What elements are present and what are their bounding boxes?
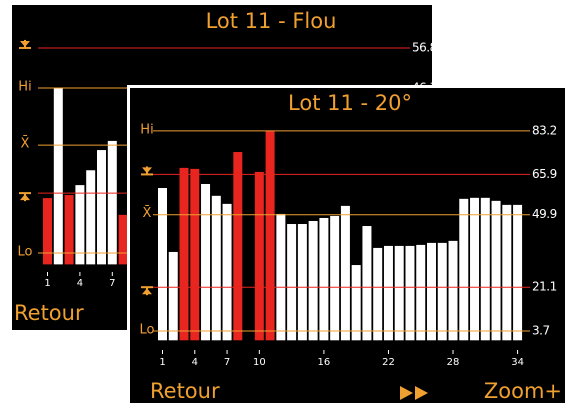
- soft-button[interactable]: Retour: [150, 379, 220, 403]
- bar: [437, 242, 447, 341]
- limit-label: Lo: [18, 244, 33, 259]
- bar: [373, 247, 383, 341]
- x-tick-label: 22: [382, 357, 395, 368]
- bar: [254, 171, 264, 341]
- x-tick-label: 1: [159, 357, 165, 368]
- limit-label: Lo: [140, 322, 155, 337]
- limit-value: 3.7: [532, 323, 550, 337]
- bar: [222, 203, 232, 341]
- bar: [405, 245, 415, 341]
- limit-label: X̄: [21, 136, 30, 151]
- bar: [53, 87, 63, 265]
- bar: [427, 242, 436, 341]
- bar: [394, 245, 404, 341]
- bar: [97, 150, 106, 265]
- bar: [107, 140, 117, 265]
- limit-label: Hi: [18, 79, 31, 94]
- x-tick-label: 34: [511, 357, 524, 368]
- bar: [276, 213, 286, 341]
- bar: [75, 185, 85, 265]
- bar: [340, 205, 350, 341]
- limit-value: 21.1: [532, 280, 557, 294]
- limit-value: 83.2: [532, 123, 557, 137]
- screen-title: Lot 11 - 20°: [288, 91, 412, 115]
- bar: [168, 251, 178, 341]
- soft-button[interactable]: Zoom+: [484, 379, 562, 403]
- bar: [179, 167, 189, 341]
- bar: [491, 200, 501, 341]
- bar: [502, 204, 512, 341]
- bar: [416, 244, 426, 341]
- limit-value: 65.9: [532, 167, 557, 181]
- bar: [470, 197, 480, 341]
- bar: [64, 195, 74, 265]
- bar: [297, 224, 307, 341]
- x-tick-label: 10: [253, 357, 266, 368]
- bar: [383, 245, 393, 341]
- bar: [211, 195, 221, 341]
- x-tick-label: 16: [318, 357, 331, 368]
- bar: [319, 217, 329, 341]
- bar: [265, 130, 275, 341]
- bar: [448, 240, 458, 341]
- forward-triangle: [400, 386, 413, 400]
- bar: [459, 198, 469, 341]
- limit-label: X̄: [143, 206, 152, 221]
- front-chart: Lot 11 - 20° 1 4 7 10 16 22 28 34 Hi 83.2 65.9 X̄ 49.…: [140, 91, 562, 403]
- bar: [201, 183, 211, 341]
- x-tick-label: 28: [447, 357, 460, 368]
- x-tick-label: 7: [224, 357, 230, 368]
- bar: [158, 188, 167, 341]
- limit-value: 56.8: [412, 40, 437, 54]
- bar: [118, 214, 128, 265]
- soft-button[interactable]: Retour: [14, 301, 84, 325]
- bar: [513, 204, 523, 341]
- bar: [330, 215, 340, 341]
- x-tick-label: 4: [192, 357, 198, 368]
- x-tick-label: 7: [109, 278, 115, 289]
- bar: [351, 265, 361, 341]
- x-tick-label: 4: [77, 278, 83, 289]
- forward-triangle: [415, 386, 428, 400]
- bar: [287, 224, 297, 341]
- x-tick-label: 1: [44, 278, 50, 289]
- forward-icon[interactable]: [400, 386, 428, 400]
- bar: [190, 168, 200, 341]
- bar: [362, 226, 372, 341]
- bar: [233, 152, 243, 341]
- bar: [480, 197, 490, 341]
- bar: [86, 170, 96, 265]
- limit-value: 49.9: [532, 207, 557, 221]
- limit-label: Hi: [140, 122, 153, 137]
- bar: [43, 198, 52, 265]
- bar: [308, 220, 318, 341]
- screen-title: Lot 11 - Flou: [206, 9, 337, 33]
